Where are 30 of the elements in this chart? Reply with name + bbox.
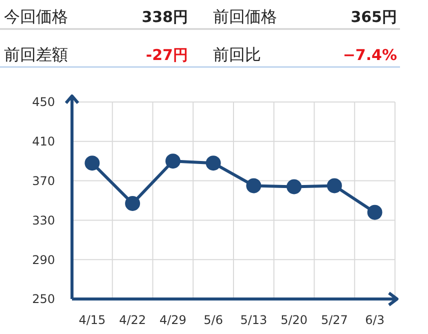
y-tick-label: 410 xyxy=(32,134,55,149)
x-tick-label: 5/6 xyxy=(204,313,223,327)
point xyxy=(246,178,262,194)
text: 前回比 xyxy=(213,45,261,64)
x-tick-label: 5/13 xyxy=(240,313,268,327)
x-tick-label: 5/20 xyxy=(280,313,308,327)
point xyxy=(165,154,180,169)
point xyxy=(84,156,100,171)
text: 338円 xyxy=(142,8,188,26)
point xyxy=(326,178,342,194)
y-tick-label: 450 xyxy=(32,95,55,110)
point xyxy=(286,179,302,194)
x-tick-label: 4/22 xyxy=(119,313,146,327)
point xyxy=(125,196,140,211)
y-tick-label: 370 xyxy=(32,174,55,188)
point xyxy=(367,204,382,220)
y-tick-label: 290 xyxy=(32,252,55,267)
text: 今回価格 xyxy=(4,7,68,26)
x-tick-label: 4/29 xyxy=(159,313,186,327)
x-tick-label: 5/27 xyxy=(320,313,348,327)
text: 前回価格 xyxy=(213,7,277,26)
y-tick-label: 330 xyxy=(32,213,55,228)
text: −7.4% xyxy=(342,46,397,64)
x-tick-label: 6/3 xyxy=(365,313,384,327)
text: 365円 xyxy=(350,8,397,26)
y-tick-label: 250 xyxy=(32,292,55,306)
text: -27円 xyxy=(146,46,188,64)
text: 前回差額 xyxy=(4,45,68,64)
point xyxy=(206,156,221,171)
x-tick-label: 4/15 xyxy=(78,313,106,327)
